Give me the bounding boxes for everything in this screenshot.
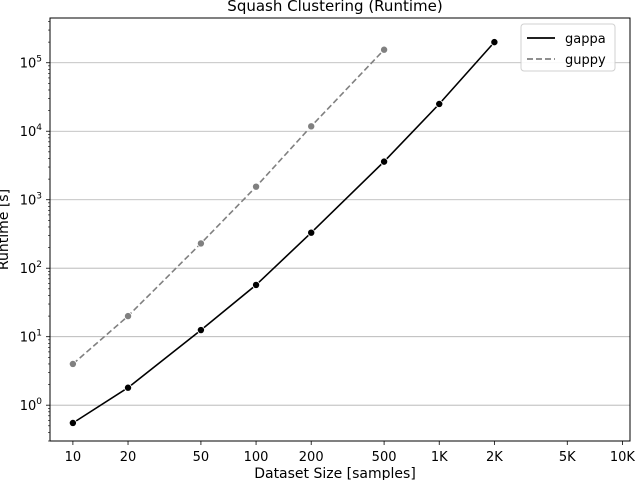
x-tick-label: 1K	[431, 450, 448, 465]
series-line-guppy	[72, 49, 385, 365]
data-point-guppy	[124, 312, 133, 321]
plot-frame	[49, 17, 631, 442]
data-point-gappa	[68, 418, 77, 427]
series-layer	[68, 38, 499, 427]
x-tick-label: 10K	[610, 450, 636, 465]
data-point-guppy	[252, 182, 261, 191]
x-tick-label: 20	[120, 450, 137, 465]
data-point-guppy	[307, 122, 316, 131]
data-point-gappa	[435, 99, 444, 108]
x-tick-label: 2K	[486, 450, 503, 465]
legend: gappa guppy	[520, 23, 616, 72]
y-tick-label: 100	[20, 397, 43, 414]
chart-title: Squash Clustering (Runtime)	[227, 0, 442, 15]
legend-box	[520, 23, 616, 72]
data-point-gappa	[196, 326, 205, 335]
data-point-gappa	[124, 383, 133, 392]
x-axis-label: Dataset Size [samples]	[254, 466, 416, 480]
legend-label-guppy: guppy	[565, 53, 606, 68]
y-axis-ticks: 100 101 102 103 104 105	[20, 21, 50, 442]
x-tick-label: 500	[372, 450, 397, 465]
y-tick-label: 102	[20, 260, 42, 277]
data-point-gappa	[252, 280, 261, 289]
x-tick-label: 100	[244, 450, 269, 465]
data-point-guppy	[68, 359, 77, 368]
y-tick-label: 104	[20, 123, 43, 140]
y-axis-label: Runtime [s]	[0, 189, 12, 270]
data-point-gappa	[380, 157, 389, 166]
data-point-guppy	[196, 239, 205, 248]
data-point-gappa	[490, 38, 499, 47]
x-tick-label: 50	[193, 450, 210, 465]
data-point-guppy	[380, 45, 389, 54]
y-tick-label: 105	[20, 55, 42, 72]
y-tick-label: 103	[20, 192, 42, 209]
x-tick-label: 10	[65, 450, 82, 465]
legend-label-gappa: gappa	[565, 32, 606, 47]
x-tick-label: 200	[299, 450, 324, 465]
y-tick-label: 101	[20, 329, 42, 346]
x-axis-ticks: 10 20 50 100 200 500 1K 2K 5K 10K	[65, 441, 636, 465]
series-line-gappa	[72, 41, 495, 424]
x-tick-label: 5K	[559, 450, 576, 465]
data-point-gappa	[307, 228, 316, 237]
